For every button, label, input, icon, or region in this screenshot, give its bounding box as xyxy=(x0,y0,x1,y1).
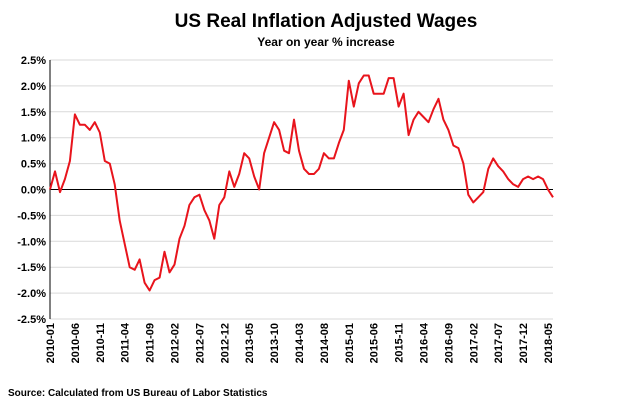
x-tick-label: 2016-09 xyxy=(443,323,455,363)
gridlines xyxy=(50,59,553,320)
x-tick-label: 2012-02 xyxy=(170,323,182,363)
x-tick-label: 2010-06 xyxy=(70,323,82,363)
x-tick-label: 2017-07 xyxy=(493,323,505,363)
x-tick-label: 2013-10 xyxy=(269,323,281,363)
x-tick-label: 2015-06 xyxy=(369,323,381,363)
x-tick-label: 2017-02 xyxy=(468,323,480,363)
x-tick-label: 2010-11 xyxy=(95,323,107,363)
x-tick-label: 2010-01 xyxy=(45,323,57,363)
source-note: Source: Calculated from US Bureau of Lab… xyxy=(8,388,268,399)
chart-subtitle: Year on year % increase xyxy=(257,35,395,49)
y-tick-label: 1.5% xyxy=(21,107,46,119)
y-tick-label: 2.0% xyxy=(21,81,46,93)
x-tick-label: 2014-08 xyxy=(319,323,331,363)
x-axis-ticks: 2010-01 2010-06 2010-11 2011-04 2011-09 2012-… xyxy=(45,322,555,363)
axes xyxy=(49,60,553,319)
y-tick-label: -1.5% xyxy=(17,262,46,274)
x-tick-label: 2012-12 xyxy=(219,323,231,363)
y-tick-label: 1.0% xyxy=(21,133,46,145)
x-tick-label: 2012-07 xyxy=(194,323,206,363)
y-tick-label: 0.5% xyxy=(21,159,46,171)
x-tick-label: 2015-11 xyxy=(394,323,406,363)
series-layer xyxy=(49,74,554,292)
y-tick-label: -2.5% xyxy=(17,314,46,326)
y-axis-ticks: -2.5% -2.0% -1.5% -1.0% -0.5% 0.0% 0.5% 1.0% 1.5… xyxy=(17,55,46,326)
x-tick-label: 2011-09 xyxy=(145,323,157,363)
chart-title: US Real Inflation Adjusted Wages xyxy=(175,11,478,32)
series-line xyxy=(49,74,554,292)
x-tick-label: 2016-04 xyxy=(419,322,431,363)
x-tick-label: 2013-05 xyxy=(244,323,256,363)
x-tick-label: 2018-05 xyxy=(543,323,555,363)
y-tick-label: -2.0% xyxy=(17,288,46,300)
x-tick-label: 2017-12 xyxy=(518,323,530,363)
x-tick-label: 2011-04 xyxy=(120,322,132,363)
x-tick-label: 2014-03 xyxy=(294,323,306,363)
y-tick-label: -1.0% xyxy=(17,236,46,248)
y-tick-label: 2.5% xyxy=(21,55,46,67)
x-tick-label: 2015-01 xyxy=(344,323,356,363)
y-tick-label: -0.5% xyxy=(17,210,46,222)
y-tick-label: 0.0% xyxy=(21,185,46,197)
